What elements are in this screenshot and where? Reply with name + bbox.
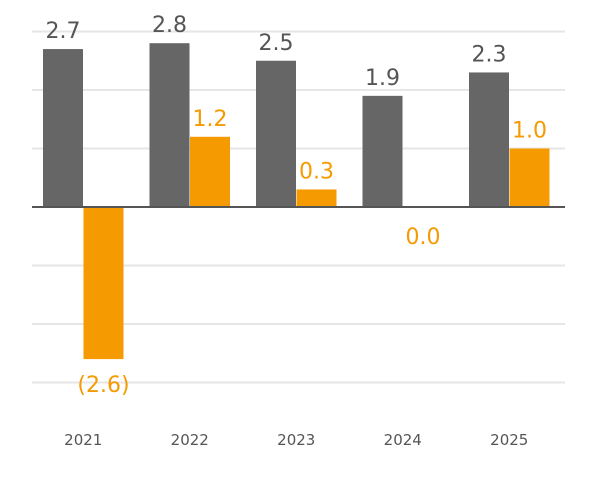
data-label-series-2-2023: 0.3 xyxy=(299,159,334,184)
bar-series-1-2021 xyxy=(43,49,83,207)
data-labels: 2.7 (2.6) 2.8 1.2 2.5 0.3 1.9 0.0 2.3 1.0 xyxy=(46,13,548,398)
x-tick-label-2022: 2022 xyxy=(171,431,209,449)
x-axis-tick-labels: 2021 2022 2023 2024 2025 xyxy=(64,431,528,449)
x-tick-label-2023: 2023 xyxy=(277,431,315,449)
bar-series-1-2024 xyxy=(362,95,403,207)
bars xyxy=(43,43,550,360)
bar-series-2-2025 xyxy=(509,148,550,207)
data-label-series-1-2025: 2.3 xyxy=(472,42,507,67)
bar-series-2-2021 xyxy=(83,207,124,360)
bar-series-1-2025 xyxy=(469,72,509,207)
data-label-series-1-2023: 2.5 xyxy=(259,31,294,56)
data-label-series-2-2025: 1.0 xyxy=(512,119,547,144)
data-label-series-2-2021: (2.6) xyxy=(77,373,129,398)
bar-series-1-2023 xyxy=(256,60,296,207)
data-label-series-2-2024: 0.0 xyxy=(406,225,441,250)
bar-series-2-2022 xyxy=(190,136,230,207)
bar-series-1-2022 xyxy=(149,43,190,208)
data-label-series-1-2024: 1.9 xyxy=(365,66,400,91)
data-label-series-1-2021: 2.7 xyxy=(46,19,81,44)
x-tick-label-2025: 2025 xyxy=(490,431,528,449)
data-label-series-2-2022: 1.2 xyxy=(193,107,228,132)
x-tick-label-2021: 2021 xyxy=(64,431,102,449)
data-label-series-1-2022: 2.8 xyxy=(152,13,187,38)
x-tick-label-2024: 2024 xyxy=(384,431,422,449)
bar-series-2-2023 xyxy=(296,189,337,207)
